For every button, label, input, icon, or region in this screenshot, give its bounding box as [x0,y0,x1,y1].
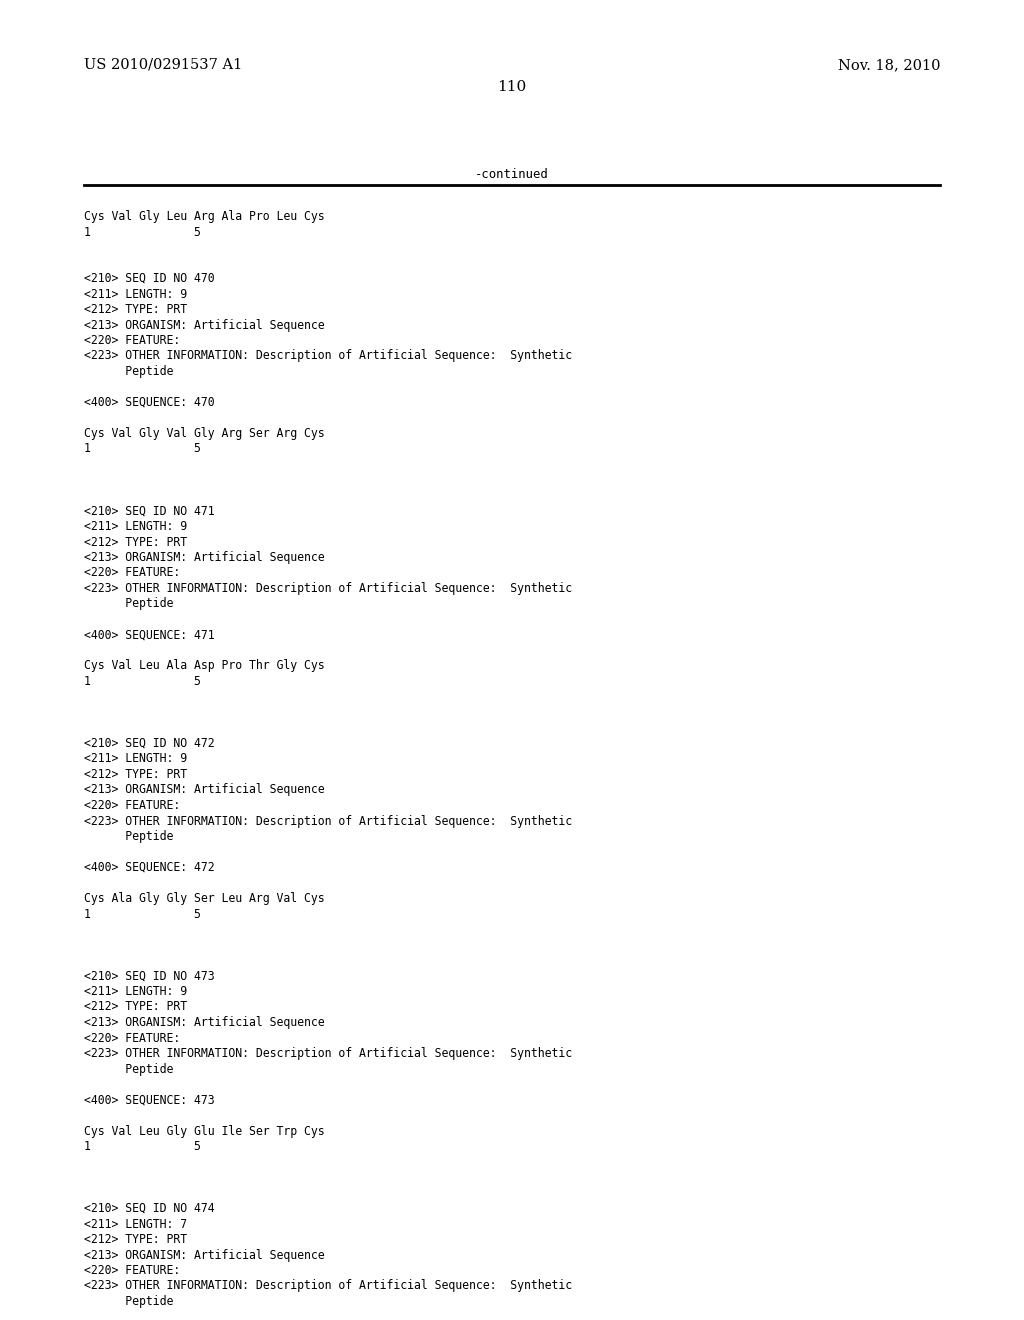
Text: <223> OTHER INFORMATION: Description of Artificial Sequence:  Synthetic: <223> OTHER INFORMATION: Description of … [84,582,572,595]
Text: <212> TYPE: PRT: <212> TYPE: PRT [84,1233,187,1246]
Text: <211> LENGTH: 9: <211> LENGTH: 9 [84,520,187,533]
Text: <212> TYPE: PRT: <212> TYPE: PRT [84,1001,187,1014]
Text: <210> SEQ ID NO 472: <210> SEQ ID NO 472 [84,737,215,750]
Text: Cys Val Gly Val Gly Arg Ser Arg Cys: Cys Val Gly Val Gly Arg Ser Arg Cys [84,426,325,440]
Text: Cys Val Leu Gly Glu Ile Ser Trp Cys: Cys Val Leu Gly Glu Ile Ser Trp Cys [84,1125,325,1138]
Text: <213> ORGANISM: Artificial Sequence: <213> ORGANISM: Artificial Sequence [84,1249,325,1262]
Text: 1               5: 1 5 [84,675,201,688]
Text: <213> ORGANISM: Artificial Sequence: <213> ORGANISM: Artificial Sequence [84,1016,325,1030]
Text: <220> FEATURE:: <220> FEATURE: [84,1265,180,1276]
Text: <210> SEQ ID NO 474: <210> SEQ ID NO 474 [84,1203,215,1214]
Text: <213> ORGANISM: Artificial Sequence: <213> ORGANISM: Artificial Sequence [84,318,325,331]
Text: <220> FEATURE:: <220> FEATURE: [84,334,180,347]
Text: <223> OTHER INFORMATION: Description of Artificial Sequence:  Synthetic: <223> OTHER INFORMATION: Description of … [84,1279,572,1292]
Text: <212> TYPE: PRT: <212> TYPE: PRT [84,536,187,549]
Text: <213> ORGANISM: Artificial Sequence: <213> ORGANISM: Artificial Sequence [84,784,325,796]
Text: <211> LENGTH: 7: <211> LENGTH: 7 [84,1217,187,1230]
Text: <213> ORGANISM: Artificial Sequence: <213> ORGANISM: Artificial Sequence [84,550,325,564]
Text: Cys Ala Gly Gly Ser Leu Arg Val Cys: Cys Ala Gly Gly Ser Leu Arg Val Cys [84,892,325,906]
Text: <212> TYPE: PRT: <212> TYPE: PRT [84,304,187,315]
Text: <400> SEQUENCE: 471: <400> SEQUENCE: 471 [84,628,215,642]
Text: <211> LENGTH: 9: <211> LENGTH: 9 [84,752,187,766]
Text: Peptide: Peptide [84,1295,173,1308]
Text: <400> SEQUENCE: 470: <400> SEQUENCE: 470 [84,396,215,409]
Text: -continued: -continued [475,168,549,181]
Text: Cys Val Leu Ala Asp Pro Thr Gly Cys: Cys Val Leu Ala Asp Pro Thr Gly Cys [84,660,325,672]
Text: <223> OTHER INFORMATION: Description of Artificial Sequence:  Synthetic: <223> OTHER INFORMATION: Description of … [84,1047,572,1060]
Text: <210> SEQ ID NO 470: <210> SEQ ID NO 470 [84,272,215,285]
Text: <211> LENGTH: 9: <211> LENGTH: 9 [84,985,187,998]
Text: <210> SEQ ID NO 473: <210> SEQ ID NO 473 [84,969,215,982]
Text: 1               5: 1 5 [84,908,201,920]
Text: US 2010/0291537 A1: US 2010/0291537 A1 [84,58,243,73]
Text: 1               5: 1 5 [84,1140,201,1152]
Text: <220> FEATURE:: <220> FEATURE: [84,799,180,812]
Text: <223> OTHER INFORMATION: Description of Artificial Sequence:  Synthetic: <223> OTHER INFORMATION: Description of … [84,350,572,363]
Text: <211> LENGTH: 9: <211> LENGTH: 9 [84,288,187,301]
Text: Peptide: Peptide [84,830,173,843]
Text: <223> OTHER INFORMATION: Description of Artificial Sequence:  Synthetic: <223> OTHER INFORMATION: Description of … [84,814,572,828]
Text: Peptide: Peptide [84,1063,173,1076]
Text: <210> SEQ ID NO 471: <210> SEQ ID NO 471 [84,504,215,517]
Text: 110: 110 [498,81,526,94]
Text: Peptide: Peptide [84,598,173,610]
Text: 1               5: 1 5 [84,226,201,239]
Text: 1               5: 1 5 [84,442,201,455]
Text: <400> SEQUENCE: 473: <400> SEQUENCE: 473 [84,1093,215,1106]
Text: <212> TYPE: PRT: <212> TYPE: PRT [84,768,187,781]
Text: Cys Val Gly Leu Arg Ala Pro Leu Cys: Cys Val Gly Leu Arg Ala Pro Leu Cys [84,210,325,223]
Text: Nov. 18, 2010: Nov. 18, 2010 [838,58,940,73]
Text: Peptide: Peptide [84,366,173,378]
Text: <220> FEATURE:: <220> FEATURE: [84,566,180,579]
Text: <220> FEATURE:: <220> FEATURE: [84,1031,180,1044]
Text: <400> SEQUENCE: 472: <400> SEQUENCE: 472 [84,861,215,874]
